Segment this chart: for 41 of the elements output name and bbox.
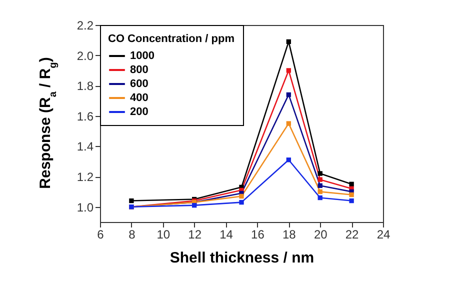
x-tick-label: 12	[188, 228, 202, 242]
y-tick-label: 1.6	[76, 109, 94, 124]
point	[349, 198, 354, 204]
point	[318, 171, 322, 176]
point	[239, 200, 244, 205]
y-tick-label: 1.4	[76, 140, 94, 154]
x-tick-label: 16	[251, 228, 265, 242]
legend-label: 1000	[130, 50, 154, 62]
point	[286, 158, 292, 162]
point	[318, 189, 322, 194]
x-tick-label: 22	[345, 228, 360, 242]
y-tick-label: 2.2	[76, 18, 94, 32]
legend-label: 600	[130, 78, 148, 90]
x-tick-label: 20	[314, 228, 328, 242]
point	[318, 177, 322, 182]
x-axis-title: Shell thickness / nm	[170, 250, 314, 266]
y-tick-label: 1.0	[76, 200, 94, 214]
point	[286, 92, 292, 98]
x-tick-label: 8	[128, 228, 136, 242]
point	[318, 195, 322, 200]
legend-title: CO Concentration / ppm	[108, 33, 235, 45]
point	[286, 68, 292, 73]
y-tick-label: 1.2	[76, 170, 94, 184]
point	[129, 198, 134, 204]
x-tick-label: 6	[97, 228, 104, 242]
y-tick-label: 1.8	[76, 79, 94, 94]
point	[286, 39, 292, 44]
legend-label: 200	[130, 106, 148, 118]
legend-label: 400	[130, 92, 148, 104]
x-tick-label: 18	[282, 228, 296, 242]
y-tick-label: 2.0	[76, 48, 94, 63]
x-tick-label: 14	[220, 228, 234, 242]
x-tick-label: 24	[376, 228, 390, 242]
point	[286, 121, 292, 126]
point	[349, 192, 354, 198]
point	[192, 202, 197, 208]
point	[318, 183, 322, 188]
legend-label: 800	[130, 64, 148, 76]
point	[239, 194, 244, 199]
x-tick-label: 10	[156, 228, 170, 242]
point	[349, 182, 354, 186]
